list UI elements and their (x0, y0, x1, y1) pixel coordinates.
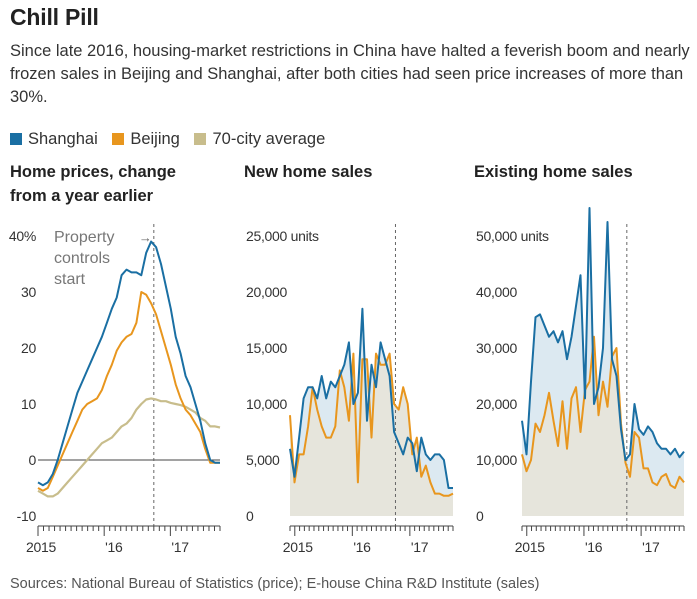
legend-item-beijing: Beijing (112, 130, 180, 149)
legend: Shanghai Beijing 70-city average (10, 130, 335, 149)
panel-1: 0 5,000 10,000 15,000 20,000 25,000 units 2015… (246, 224, 454, 555)
y-tick-label: 30 (21, 284, 36, 300)
x-tick-label: '17 (411, 539, 429, 555)
panel-title-prices: Home prices, change from a year earlier (10, 160, 176, 208)
panel-title-new-sales: New home sales (244, 163, 373, 181)
area-beijing (290, 353, 453, 516)
legend-label-average: 70-city average (212, 130, 326, 148)
x-tick-label: 2015 (26, 539, 56, 555)
series-line-shanghai (289, 307, 453, 489)
x-tick-label: '16 (105, 539, 123, 555)
y-tick-label: 0 (246, 508, 254, 524)
annotation-text: Property (54, 229, 114, 246)
x-tick-label: '16 (353, 539, 371, 555)
panel-title-prices-line-2: from a year earlier (10, 187, 154, 205)
panel-0: -10 0 10 20 30 40% Property controls start → 2015 '… (9, 224, 221, 555)
series-line-beijing (37, 291, 220, 492)
legend-item-average: 70-city average (194, 130, 325, 149)
y-tick-label: 10,000 (476, 452, 518, 468)
y-tick-label: 5,000 (246, 452, 280, 468)
y-tick-label: 10,000 (246, 396, 288, 412)
sources-note: Sources: National Bureau of Statistics (… (10, 576, 540, 592)
legend-label-beijing: Beijing (130, 130, 180, 148)
y-tick-label: 40% (9, 228, 36, 244)
panel-title-existing-sales: Existing home sales (474, 163, 633, 181)
y-tick-label: 20,000 (476, 396, 518, 412)
y-tick-label: 50,000 units (476, 228, 549, 244)
legend-label-shanghai: Shanghai (28, 130, 98, 148)
y-tick-label: 15,000 (246, 340, 288, 356)
x-tick-label: '17 (171, 539, 189, 555)
series-line-beijing (521, 335, 685, 489)
x-tick-label: '16 (585, 539, 603, 555)
panel-title-prices-line-1: Home prices, change (10, 163, 176, 181)
legend-item-shanghai: Shanghai (10, 130, 98, 149)
annotation-text: start (54, 271, 86, 288)
x-tick-label: 2015 (515, 539, 545, 555)
y-tick-label: 25,000 units (246, 228, 319, 244)
legend-swatch-shanghai (10, 133, 22, 145)
y-tick-label: 10 (21, 396, 36, 412)
series-line-70-city-average (37, 397, 221, 498)
y-tick-label: 30,000 (476, 340, 518, 356)
series-line-beijing (289, 352, 454, 497)
y-tick-label: -10 (17, 508, 37, 524)
y-tick-label: 40,000 (476, 284, 518, 300)
y-tick-label: 20 (21, 340, 36, 356)
area-beijing (522, 336, 684, 516)
legend-swatch-beijing (112, 133, 125, 145)
chart-title: Chill Pill (10, 4, 99, 30)
series-line-shanghai (521, 207, 685, 461)
panel-2: 0 10,000 20,000 30,000 40,000 50,000 units 201… (476, 207, 685, 555)
y-tick-label: 0 (476, 508, 484, 524)
x-tick-label: 2015 (283, 539, 313, 555)
chart-subtitle: Since late 2016, housing-market restrict… (10, 42, 690, 106)
annotation-text: controls (54, 250, 110, 267)
y-tick-label: 20,000 (246, 284, 288, 300)
x-tick-label: '17 (642, 539, 660, 555)
annotation-arrow-icon: → (139, 230, 152, 245)
legend-swatch-average (194, 133, 207, 145)
y-tick-label: 0 (29, 452, 37, 468)
series-line-shanghai (37, 240, 220, 487)
